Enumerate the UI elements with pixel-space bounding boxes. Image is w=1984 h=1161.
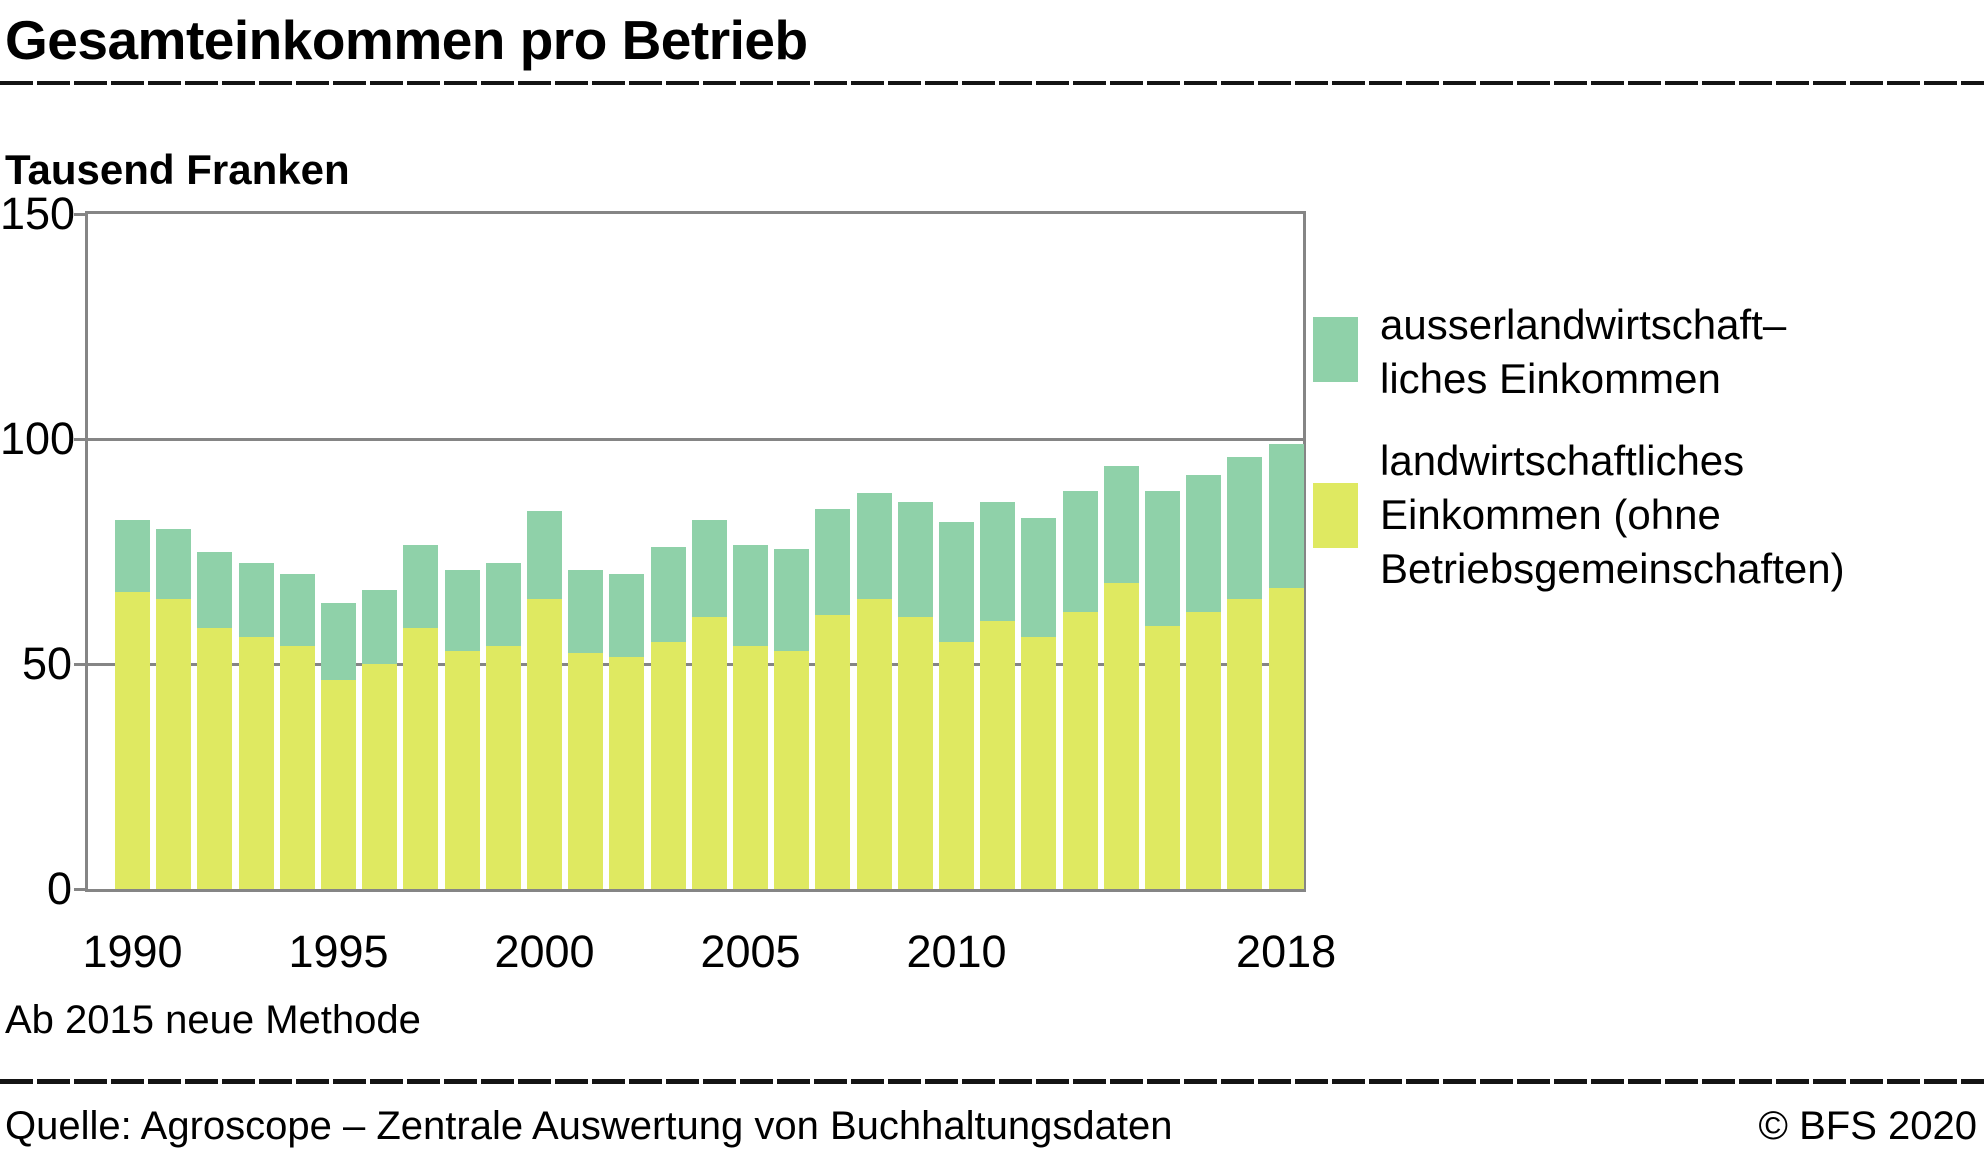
- footnote: Ab 2015 neue Methode: [5, 998, 421, 1042]
- footer-divider: [0, 1079, 1984, 1084]
- bar-2012-ausserlandwirtschaftlich: [1021, 517, 1057, 637]
- x-axis-label-2005: 2005: [700, 926, 801, 977]
- bar-2015-landwirtschaftlich: [1145, 625, 1180, 889]
- bar-2002-ausserlandwirtschaftlich: [609, 574, 645, 658]
- legend-swatch-green: [1313, 317, 1358, 382]
- bar-1996-ausserlandwirtschaftlich: [362, 589, 398, 664]
- title-divider: [0, 81, 1984, 85]
- bar-2017-ausserlandwirtschaftlich: [1227, 457, 1263, 599]
- bar-2006-ausserlandwirtschaftlich: [774, 549, 810, 651]
- bar-2014-landwirtschaftlich: [1103, 583, 1139, 889]
- bar-1999-landwirtschaftlich: [485, 646, 521, 889]
- bar-2005-ausserlandwirtschaftlich: [733, 544, 768, 646]
- bar-1999-ausserlandwirtschaftlich: [485, 562, 521, 646]
- bar-1995-ausserlandwirtschaftlich: [321, 603, 356, 680]
- legend-item-ausserlandwirtschaftliches-einkommen: ausserlandwirtschaft– liches Einkommen: [1313, 298, 1933, 406]
- bar-2012-landwirtschaftlich: [1021, 637, 1057, 889]
- bar-2016-ausserlandwirtschaftlich: [1186, 475, 1222, 613]
- source-text: Quelle: Agroscope – Zentrale Auswertung …: [5, 1104, 1173, 1148]
- bar-2004-ausserlandwirtschaftlich: [691, 520, 727, 617]
- bar-2013-landwirtschaftlich: [1062, 612, 1098, 889]
- bar-2003-ausserlandwirtschaftlich: [650, 547, 686, 642]
- bar-1990-landwirtschaftlich: [115, 592, 150, 889]
- bar-2010-ausserlandwirtschaftlich: [939, 522, 974, 642]
- bar-1992-landwirtschaftlich: [197, 628, 233, 889]
- copyright-text: © BFS 2020: [1758, 1104, 1977, 1148]
- bar-2017-landwirtschaftlich: [1227, 598, 1263, 889]
- legend-swatch-yellow: [1313, 483, 1358, 548]
- gridline-100: [88, 437, 1303, 441]
- bar-1994-ausserlandwirtschaftlich: [279, 574, 315, 646]
- bar-2013-ausserlandwirtschaftlich: [1062, 490, 1098, 613]
- legend-item-landwirtschaftliches-einkommen: landwirtschaftliches Einkommen (ohne Bet…: [1313, 434, 1933, 596]
- bar-2018-ausserlandwirtschaftlich: [1268, 443, 1304, 588]
- bar-2008-landwirtschaftlich: [856, 598, 892, 889]
- bar-2004-landwirtschaftlich: [691, 616, 727, 889]
- bar-2008-ausserlandwirtschaftlich: [856, 493, 892, 599]
- bar-2009-landwirtschaftlich: [897, 616, 933, 889]
- y-axis-label-100: 100: [0, 413, 76, 464]
- x-axis-label-1995: 1995: [288, 926, 389, 977]
- bar-1998-landwirtschaftlich: [444, 650, 480, 889]
- bar-1993-landwirtschaftlich: [238, 637, 274, 889]
- bar-1991-ausserlandwirtschaftlich: [156, 529, 192, 599]
- bar-1994-landwirtschaftlich: [279, 646, 315, 889]
- bar-2001-ausserlandwirtschaftlich: [568, 569, 604, 653]
- bar-2014-ausserlandwirtschaftlich: [1103, 466, 1139, 583]
- bar-1993-ausserlandwirtschaftlich: [238, 562, 274, 637]
- bar-2003-landwirtschaftlich: [650, 641, 686, 889]
- bar-1990-ausserlandwirtschaftlich: [115, 520, 150, 592]
- bar-1997-landwirtschaftlich: [403, 628, 439, 889]
- bar-2010-landwirtschaftlich: [939, 641, 974, 889]
- plot-area: [85, 211, 1306, 892]
- bar-2015-ausserlandwirtschaftlich: [1145, 490, 1180, 626]
- y-axis-label-150: 150: [0, 188, 76, 239]
- bar-2002-landwirtschaftlich: [609, 657, 645, 889]
- x-axis-label-2018: 2018: [1236, 926, 1337, 977]
- bar-2011-ausserlandwirtschaftlich: [980, 502, 1016, 622]
- bar-2005-landwirtschaftlich: [733, 646, 768, 889]
- page-title: Gesamteinkommen pro Betrieb: [5, 9, 808, 71]
- bar-1997-ausserlandwirtschaftlich: [403, 544, 439, 628]
- bar-2001-landwirtschaftlich: [568, 652, 604, 889]
- y-axis-label-0: 0: [46, 863, 72, 914]
- x-axis-label-1990: 1990: [82, 926, 183, 977]
- bar-2007-ausserlandwirtschaftlich: [815, 508, 851, 615]
- bar-2007-landwirtschaftlich: [815, 614, 851, 889]
- y-axis-unit-label: Tausend Franken: [5, 146, 350, 193]
- bar-2006-landwirtschaftlich: [774, 650, 810, 889]
- legend-label: ausserlandwirtschaft– liches Einkommen: [1380, 301, 1787, 402]
- bar-2016-landwirtschaftlich: [1186, 612, 1222, 889]
- bar-1998-ausserlandwirtschaftlich: [444, 569, 480, 651]
- bar-1996-landwirtschaftlich: [362, 664, 398, 889]
- y-axis-label-50: 50: [21, 638, 72, 689]
- x-axis-label-2010: 2010: [906, 926, 1007, 977]
- bar-2000-landwirtschaftlich: [527, 598, 562, 889]
- bar-1992-ausserlandwirtschaftlich: [197, 551, 233, 628]
- bar-2018-landwirtschaftlich: [1268, 587, 1304, 889]
- bar-1991-landwirtschaftlich: [156, 598, 192, 889]
- bar-2000-ausserlandwirtschaftlich: [527, 511, 562, 599]
- legend-label: landwirtschaftliches Einkommen (ohne Bet…: [1380, 437, 1845, 592]
- bar-1995-landwirtschaftlich: [321, 679, 356, 889]
- bar-2011-landwirtschaftlich: [980, 621, 1016, 889]
- x-axis-label-2000: 2000: [494, 926, 595, 977]
- bar-2009-ausserlandwirtschaftlich: [897, 502, 933, 617]
